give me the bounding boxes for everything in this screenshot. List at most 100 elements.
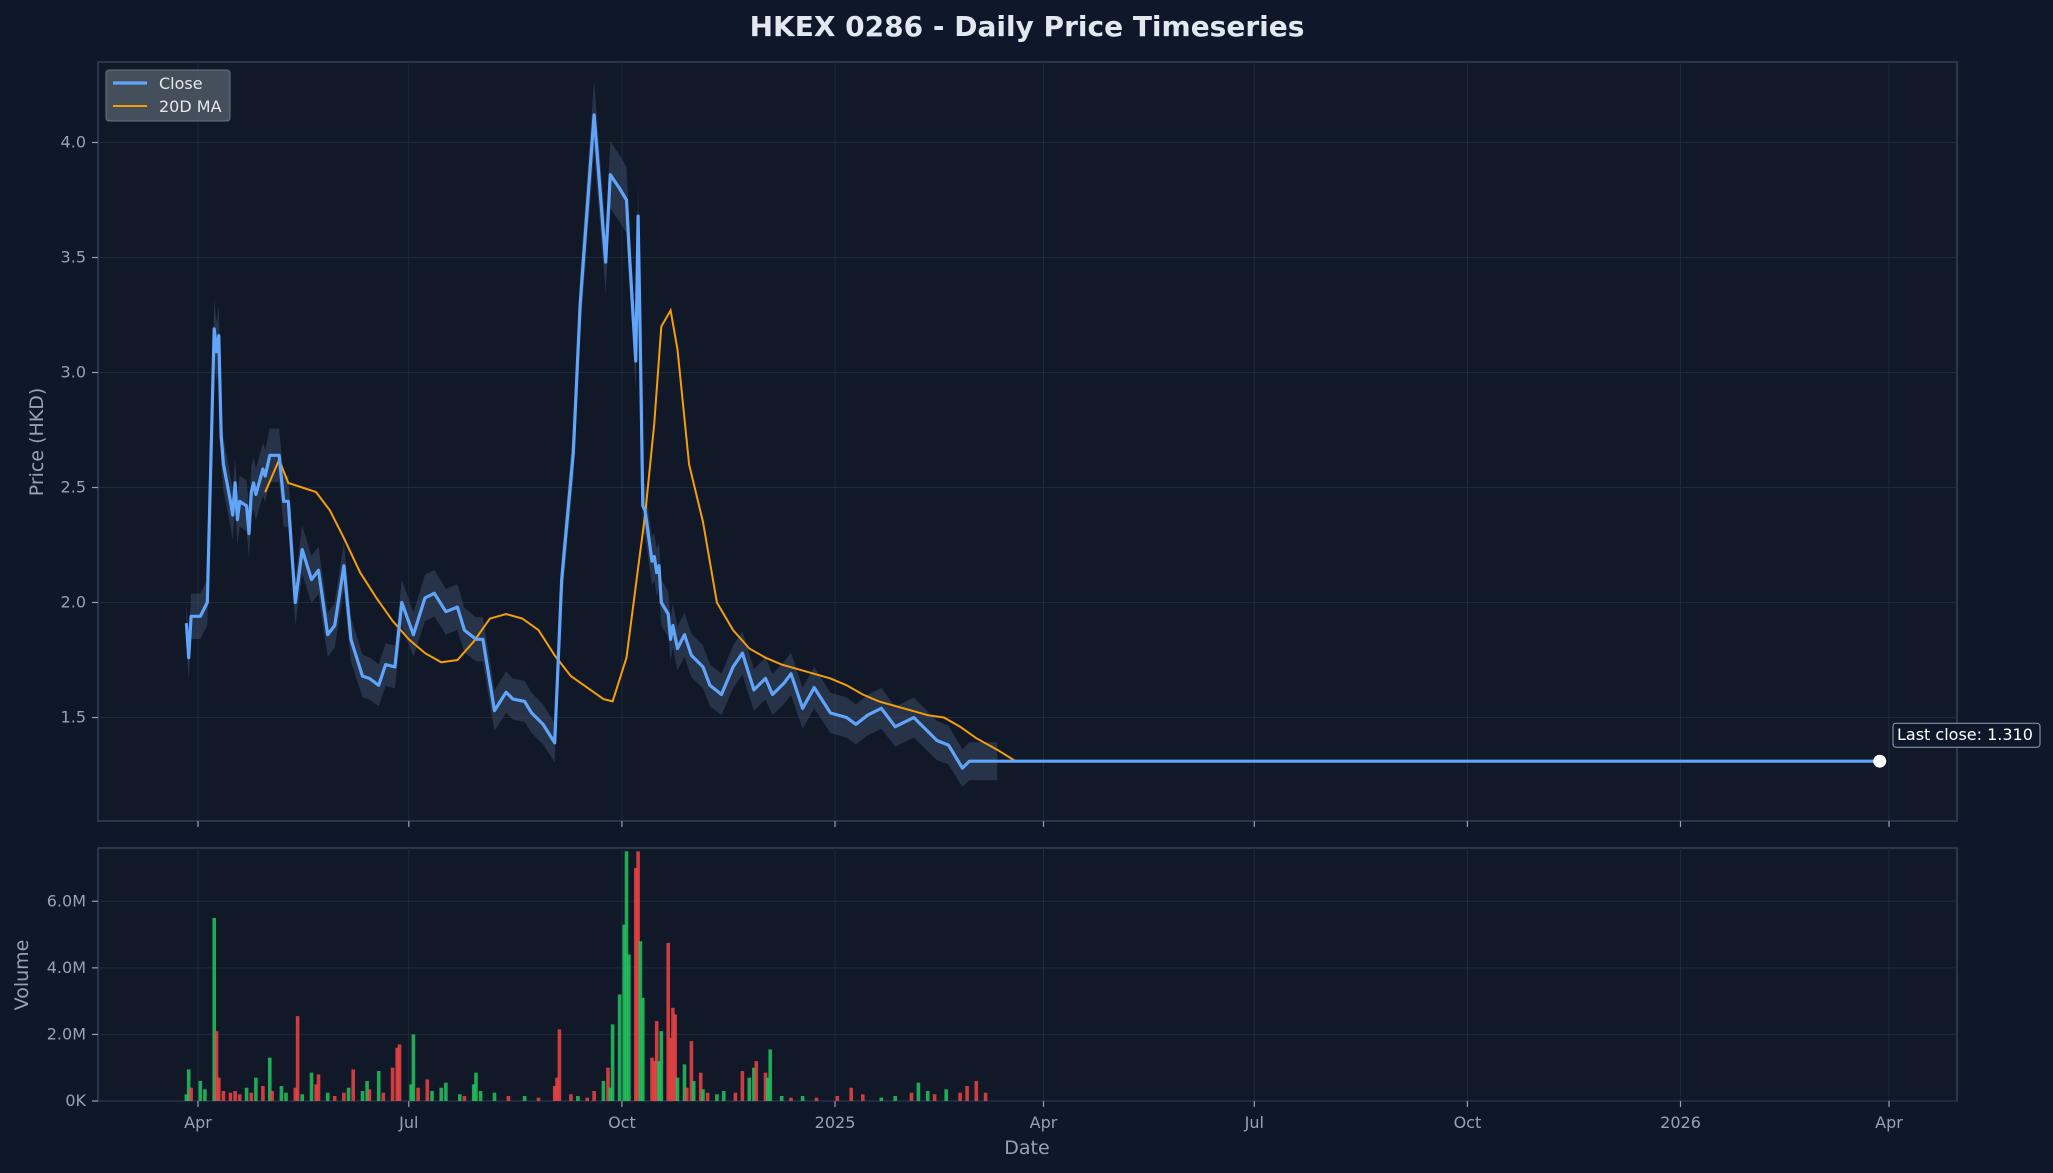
volume-bar-up	[244, 1087, 249, 1101]
volume-bar-down	[351, 1069, 355, 1101]
x-tick-label: Jul	[398, 1113, 418, 1132]
volume-bar-down	[650, 1057, 654, 1101]
volume-bar-up	[365, 1081, 369, 1101]
volume-bar-down	[316, 1074, 321, 1101]
volume-bar-down	[249, 1092, 254, 1101]
volume-bar-down	[293, 1087, 298, 1101]
volume-bar-down	[654, 1021, 659, 1101]
volume-bar-up	[300, 1094, 304, 1101]
volume-bar-down	[666, 942, 670, 1101]
volume-bar-down	[367, 1089, 372, 1101]
volume-bar-up	[610, 1024, 615, 1101]
volume-bar-down	[909, 1092, 914, 1101]
volume-bar-down	[189, 1087, 193, 1101]
volume-bars	[184, 851, 988, 1102]
volume-bar-down	[740, 1071, 745, 1101]
volume-bar-up	[893, 1096, 897, 1101]
close-price-line	[184, 113, 1880, 770]
volume-bar-up	[474, 1072, 478, 1101]
volume-bar-down	[698, 1072, 703, 1101]
volume-bar-down	[233, 1091, 237, 1101]
volume-bar-up	[346, 1087, 351, 1101]
volume-bar-down	[673, 1014, 677, 1101]
volume-bar-up	[879, 1097, 884, 1101]
volume-bar-down	[606, 1067, 610, 1101]
volume-bar-down	[861, 1094, 865, 1101]
volume-bar-up	[478, 1091, 483, 1101]
volume-panel	[97, 847, 1958, 1102]
volume-bar-up	[627, 954, 631, 1101]
volume-bar-down	[397, 1044, 402, 1101]
x-tick-label: Oct	[608, 1113, 636, 1132]
x-axis-label: Date	[1004, 1137, 1049, 1159]
volume-bar-down	[506, 1096, 511, 1101]
volume-bar-up	[601, 1081, 606, 1101]
volume-bar-down	[835, 1096, 840, 1101]
last-close-label: Last close: 1.310	[1897, 725, 2033, 744]
volume-bar-down	[552, 1086, 557, 1101]
volume-bar-up	[715, 1094, 719, 1101]
volume-bar-up	[360, 1091, 365, 1101]
volume-bar-down	[381, 1092, 386, 1101]
volume-bar-up	[198, 1081, 203, 1101]
volume-bar-down	[705, 1092, 710, 1101]
volume-bar-down	[592, 1091, 596, 1101]
volume-bar-up	[768, 1049, 772, 1101]
volume-bar-down	[214, 1031, 219, 1101]
volume-y-tick-label: 4.0M	[47, 958, 86, 977]
volume-bar-down	[221, 1091, 226, 1101]
volume-bar-up	[279, 1086, 284, 1101]
volume-bar-down	[217, 1077, 221, 1101]
volume-bar-down	[636, 851, 640, 1101]
volume-bar-down	[295, 1016, 300, 1101]
volume-bar-down	[958, 1092, 962, 1101]
volume-y-ticks: 0K 2.0M 4.0M 6.0M	[47, 891, 98, 1110]
volume-bar-down	[342, 1092, 346, 1101]
price-y-tick-label: 4.0	[61, 133, 86, 152]
volume-bar-down	[332, 1096, 337, 1101]
volume-bar-up	[430, 1091, 434, 1101]
volume-bar-up	[471, 1084, 476, 1101]
volume-y-tick-label: 6.0M	[47, 891, 86, 910]
price-y-tick-label: 2.0	[61, 593, 86, 612]
volume-bar-up	[659, 1031, 664, 1101]
volume-bar-up	[284, 1092, 288, 1101]
price-y-tick-label: 2.5	[61, 478, 86, 497]
volume-bar-up	[622, 924, 626, 1101]
volume-bar-up	[779, 1096, 784, 1101]
volume-bar-up	[641, 997, 645, 1101]
x-tick-label: Oct	[1454, 1113, 1482, 1132]
volume-bar-down	[689, 1041, 694, 1101]
x-tick-label: 2025	[815, 1113, 856, 1132]
volume-bar-down	[585, 1097, 589, 1101]
volume-bar-down	[652, 1061, 657, 1101]
volume-bar-down	[763, 1072, 768, 1101]
volume-bar-down	[789, 1097, 793, 1101]
volume-bar-down	[390, 1067, 395, 1101]
x-tick-label: Apr	[1030, 1113, 1058, 1132]
volume-bar-up	[701, 1089, 705, 1101]
volume-bar-up	[444, 1082, 448, 1101]
x-tick-label: Apr	[1875, 1113, 1903, 1132]
volume-bar-down	[685, 1087, 689, 1101]
volume-bar-down	[671, 1007, 675, 1101]
x-tick-label: 2026	[1660, 1113, 1701, 1132]
volume-bar-up	[916, 1082, 921, 1101]
close-range-band	[186, 79, 998, 787]
volume-bar-up	[409, 1084, 413, 1101]
volume-bar-down	[416, 1087, 420, 1101]
volume-bar-up	[203, 1089, 207, 1101]
volume-bar-down	[814, 1097, 819, 1101]
volume-grid	[98, 848, 1957, 1102]
volume-bar-up	[212, 917, 216, 1101]
volume-bar-up	[608, 1087, 613, 1101]
volume-bar-up	[411, 1034, 416, 1101]
volume-bar-down	[261, 1086, 265, 1101]
volume-bar-down	[270, 1091, 274, 1101]
volume-bar-up	[657, 1061, 661, 1101]
volume-bar-up	[747, 1077, 752, 1101]
price-panel	[97, 61, 1958, 822]
volume-bar-up	[944, 1089, 948, 1101]
volume-bar-up	[752, 1067, 756, 1101]
